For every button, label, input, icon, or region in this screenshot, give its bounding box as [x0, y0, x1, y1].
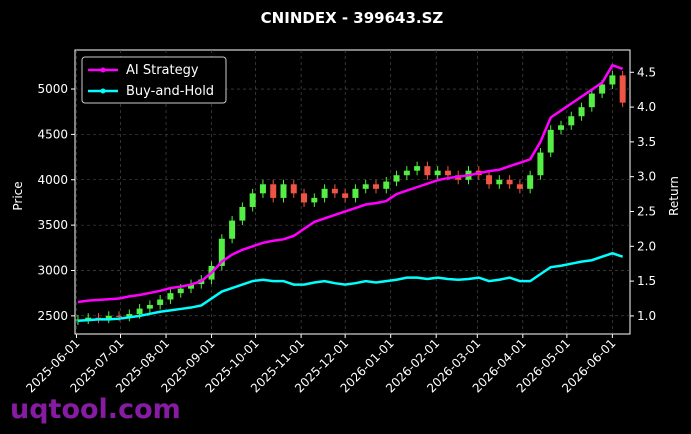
candle-body	[568, 116, 575, 126]
y2-tick-label: 2.0	[637, 239, 656, 253]
plot	[74, 50, 630, 334]
y2-axis-label: Return	[667, 176, 681, 216]
candle-body	[486, 175, 493, 185]
candle-body	[547, 129, 554, 153]
candle-body	[619, 75, 626, 103]
candle-body	[229, 220, 236, 239]
candle-body	[403, 170, 410, 176]
y2-tick-label: 4.0	[637, 100, 656, 114]
candle-body	[187, 284, 194, 289]
y-tick-label: 3000	[37, 263, 68, 277]
candle-body	[588, 93, 595, 108]
y2-tick-label: 3.5	[637, 135, 656, 149]
candle-body	[599, 84, 606, 94]
candle-body	[311, 197, 318, 203]
candle-body	[331, 188, 338, 194]
candle-body	[362, 184, 369, 189]
legend-label: AI Strategy	[126, 63, 199, 78]
candle-body	[557, 125, 564, 130]
legend-marker	[100, 67, 106, 73]
return-line	[77, 63, 624, 304]
candle-body	[352, 188, 359, 198]
candle-body	[372, 184, 379, 189]
candle-body	[270, 184, 277, 198]
candle-body	[321, 188, 328, 198]
candle-body	[218, 238, 225, 266]
candle-body	[116, 315, 123, 317]
y-tick-label: 4500	[37, 127, 68, 141]
watermark: uqtool.com	[10, 394, 181, 425]
candle-body	[280, 184, 287, 198]
legend-marker	[100, 88, 106, 94]
candle-body	[249, 193, 256, 207]
candle-body	[239, 206, 246, 221]
candle-body	[424, 166, 431, 176]
candle-body	[527, 175, 534, 189]
candle-body	[537, 152, 544, 176]
y-tick-label: 4000	[37, 173, 68, 187]
candle-body	[578, 107, 585, 117]
candle-body	[290, 184, 297, 194]
candle-body	[383, 181, 390, 189]
y2-tick-label: 1.5	[637, 274, 656, 288]
candle-body	[85, 317, 92, 320]
candle-body	[516, 184, 523, 189]
y2-tick-label: 1.0	[637, 309, 656, 323]
candle-body	[301, 193, 308, 203]
legend-label: Buy-and-Hold	[126, 84, 214, 99]
y-axis-label: Price	[11, 181, 25, 210]
y-tick-label: 2500	[37, 309, 68, 323]
candle-body	[126, 314, 133, 317]
candle-body	[414, 166, 421, 171]
y2-tick-label: 4.5	[637, 65, 656, 79]
candle-body	[434, 170, 441, 176]
candle-body	[342, 193, 349, 198]
candle-body	[496, 179, 503, 185]
candle-body	[157, 299, 164, 305]
candle-body	[506, 179, 513, 185]
candle-body	[105, 315, 112, 319]
y2-tick-label: 3.0	[637, 170, 656, 184]
y2-tick-label: 2.5	[637, 204, 656, 218]
chart-title: CNINDEX - 399643.SZ	[261, 9, 444, 27]
return-line	[77, 251, 624, 323]
candle-body	[393, 175, 400, 182]
y-tick-label: 5000	[37, 82, 68, 96]
candle-body	[136, 308, 143, 315]
candle-body	[259, 184, 266, 194]
y-tick-label: 3500	[37, 218, 68, 232]
candle-body	[444, 170, 451, 176]
candle-body	[177, 288, 184, 294]
candle-body	[167, 293, 174, 300]
candle-body	[609, 75, 616, 85]
legend: AI Strategy Buy-and-Hold	[81, 56, 227, 104]
candle-body	[146, 304, 153, 309]
